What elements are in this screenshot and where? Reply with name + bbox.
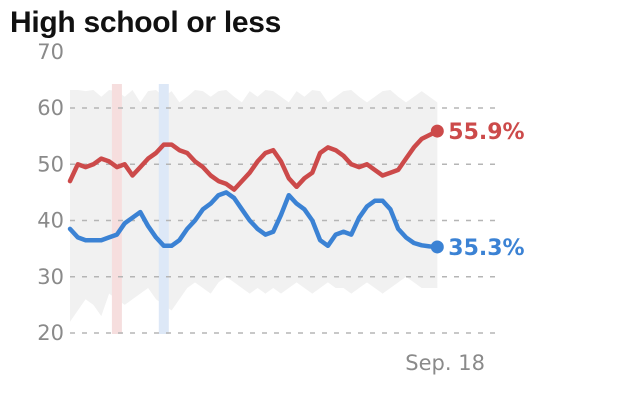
y-tick-label: 50: [37, 152, 64, 176]
end-labels-layer: 55.9% 35.3%: [448, 120, 524, 261]
series-end-point: [430, 124, 444, 138]
y-tick-label: 40: [37, 209, 64, 233]
x-tick-label: Sep. 18: [405, 351, 485, 375]
series-line: [67, 190, 440, 250]
axis-labels-layer: 20 30 40 50 60 70 Sep. 18: [37, 40, 485, 375]
series-line: [67, 128, 440, 192]
confidence-band-layer: [70, 90, 438, 322]
y-tick-label: 70: [37, 40, 64, 64]
series-end-point: [430, 240, 444, 254]
y-tick-label: 20: [37, 321, 64, 345]
y-tick-label: 60: [37, 96, 64, 120]
y-tick-label: 30: [37, 265, 64, 289]
series-layer: [67, 124, 444, 254]
convention-bar: [111, 84, 122, 334]
series-end-label: 55.9%: [448, 120, 524, 145]
series-end-label: 35.3%: [448, 236, 524, 261]
uncertainty-band: [70, 90, 438, 322]
convention-bars-layer: [111, 84, 169, 334]
chart-title: High school or less: [10, 6, 282, 39]
convention-bar: [158, 84, 169, 334]
